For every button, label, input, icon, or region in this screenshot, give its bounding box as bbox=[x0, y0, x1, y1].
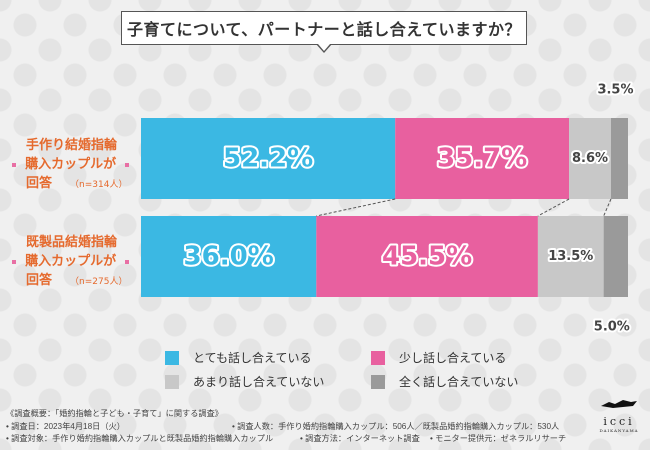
legend-swatch bbox=[165, 350, 179, 365]
legend-swatch bbox=[165, 374, 179, 389]
legend-item: とても話し合えている bbox=[165, 349, 311, 366]
survey-summary-title: 《調査概要：「婚約指輪と子ども・子育て」に関する調査》 bbox=[6, 409, 223, 418]
data-label: 8.6% bbox=[572, 151, 608, 166]
row-label-line: 回答 bbox=[26, 273, 53, 288]
connector-line bbox=[603, 198, 612, 217]
brand-logo: icci DAIKANYAMA bbox=[596, 396, 642, 433]
logo-subtext: DAIKANYAMA bbox=[599, 428, 639, 433]
row-label-handmade: 手作り結婚指輪 購入カップルが 回答 （n=314人） bbox=[12, 136, 130, 195]
survey-respondents: • 調査人数：手作り婚約指輪購入カップル：506人／既製品婚約指輪購入カップル：… bbox=[232, 422, 560, 431]
data-label: 13.5% bbox=[548, 249, 593, 264]
bullet-dot bbox=[12, 259, 16, 264]
bar-segment bbox=[395, 118, 570, 199]
legend-label: あまり話し合えていない bbox=[193, 375, 325, 389]
logo-mark-icon bbox=[601, 400, 637, 408]
bar-segment bbox=[316, 216, 538, 297]
chart-title: 子育てについて、パートナーと話し合えていますか？ bbox=[121, 11, 527, 45]
bullet-dot bbox=[125, 259, 130, 264]
bar-segment bbox=[603, 216, 628, 297]
row-sample-size: （n=275人） bbox=[70, 277, 128, 287]
title-notch-inner bbox=[318, 44, 330, 51]
legend-item: 少し話し合えている bbox=[371, 349, 506, 366]
connector-line bbox=[316, 198, 396, 217]
row-label-line: 手作り結婚指輪 bbox=[26, 138, 118, 153]
row-label-line: 購入カップルが bbox=[25, 254, 117, 269]
row-label-readymade: 既製品結婚指輪 購入カップルが 回答 （n=275人） bbox=[12, 233, 130, 292]
legend-label: 全く話し合えていない bbox=[399, 375, 519, 389]
legend-swatch bbox=[371, 350, 385, 365]
row-label-line: 回答 bbox=[26, 176, 53, 191]
legend-item: 全く話し合えていない bbox=[371, 373, 518, 390]
bullet-dot bbox=[125, 162, 130, 167]
survey-provider: • モニター提供元：ゼネラルリサーチ bbox=[430, 434, 567, 443]
row-sample-size: （n=314人） bbox=[70, 180, 128, 190]
bar-segment bbox=[610, 118, 628, 199]
data-label: 52.2% bbox=[223, 144, 313, 174]
data-label: 5.0% bbox=[594, 320, 630, 335]
data-label: 3.5% bbox=[597, 83, 633, 98]
bar-segment bbox=[141, 118, 396, 199]
survey-date: • 調査日：2023年4月18日（火） bbox=[6, 422, 125, 431]
survey-target: • 調査対象：手作り婚約指輪購入カップルと既製品婚約指輪購入カップル bbox=[6, 434, 274, 443]
logo-text: icci bbox=[603, 415, 635, 428]
connector-line bbox=[537, 198, 570, 217]
legend-item: あまり話し合えていない bbox=[165, 373, 324, 390]
bullet-dot bbox=[12, 162, 16, 167]
legend-swatch bbox=[371, 374, 385, 389]
legend-label: 少し話し合えている bbox=[399, 351, 507, 365]
bar-segment bbox=[569, 118, 611, 199]
survey-method: • 調査方法：インターネット調査 bbox=[300, 434, 420, 443]
row-label-line: 既製品結婚指輪 bbox=[26, 235, 118, 250]
data-label: 45.5% bbox=[382, 242, 472, 272]
legend-label: とても話し合えている bbox=[193, 351, 312, 365]
chart-title-text: 子育てについて、パートナーと話し合えていますか？ bbox=[127, 20, 521, 39]
bar-segment bbox=[141, 216, 317, 297]
row-label-line: 購入カップルが bbox=[25, 157, 117, 172]
data-label: 35.7% bbox=[437, 144, 527, 174]
bar-segment bbox=[537, 216, 604, 297]
data-label: 36.0% bbox=[184, 242, 274, 272]
